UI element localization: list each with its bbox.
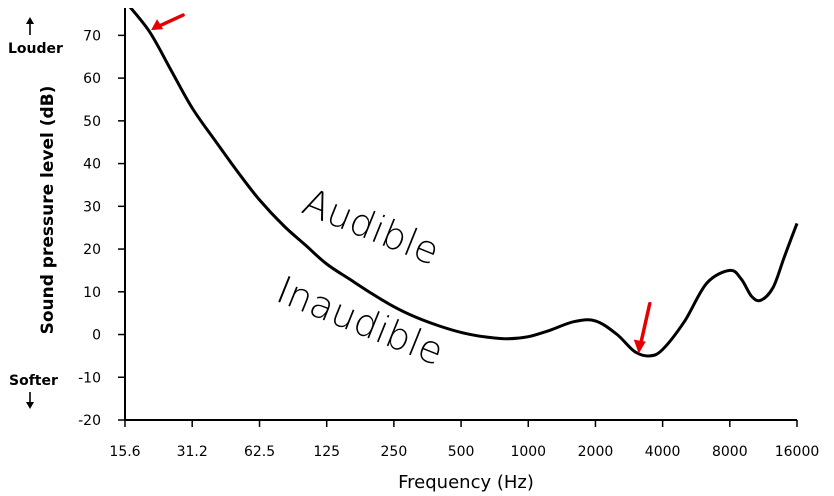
louder-label: Louder	[8, 41, 63, 57]
red-arrow-shaft	[157, 13, 185, 28]
arrow-down-icon	[26, 402, 34, 409]
x-axis-title: Frequency (Hz)	[398, 472, 534, 493]
threshold-curve	[128, 8, 799, 358]
x-tick-label: 16000	[775, 444, 820, 460]
y-axis-title: Sound pressure level (dB)	[38, 86, 58, 335]
x-tick-label: 15.6	[109, 444, 140, 460]
y-axis-ticks: -20 -10 0 10 20 30 40 50 60 70	[78, 28, 125, 429]
y-tick-label: -10	[78, 370, 101, 386]
softer-label: Softer	[9, 373, 58, 389]
x-tick-label: 1000	[510, 444, 546, 460]
y-tick-label: -20	[78, 413, 101, 429]
red-arrow-shaft	[638, 301, 652, 346]
x-tick-label: 125	[313, 444, 340, 460]
red-arrow-head-icon	[151, 19, 164, 31]
red-arrow-head-icon	[633, 339, 646, 354]
y-tick-label: 10	[83, 285, 101, 301]
y-tick-label: 60	[83, 71, 101, 87]
x-tick-label: 4000	[645, 444, 681, 460]
y-tick-label: 20	[83, 242, 101, 258]
y-tick-label: 0	[92, 328, 101, 344]
audible-label: Audible	[297, 180, 446, 274]
y-tick-label: 40	[83, 157, 101, 173]
louder-indicator: Louder	[8, 17, 63, 57]
x-tick-label: 8000	[712, 444, 748, 460]
arrow-up-icon	[26, 17, 34, 24]
x-tick-label: 500	[448, 444, 475, 460]
axes	[124, 8, 797, 421]
x-axis-ticks: 15.6 31.2 62.5 125 250 500 1000 2000 4000 8000 160…	[109, 420, 819, 460]
softer-indicator: Softer	[9, 373, 58, 409]
y-tick-label: 30	[83, 199, 101, 215]
x-tick-label: 62.5	[244, 444, 275, 460]
red-arrows	[151, 13, 652, 354]
y-tick-label: 50	[83, 114, 101, 130]
x-tick-label: 250	[381, 444, 408, 460]
x-tick-label: 31.2	[177, 444, 208, 460]
x-tick-label: 2000	[578, 444, 614, 460]
y-tick-label: 70	[83, 28, 101, 44]
